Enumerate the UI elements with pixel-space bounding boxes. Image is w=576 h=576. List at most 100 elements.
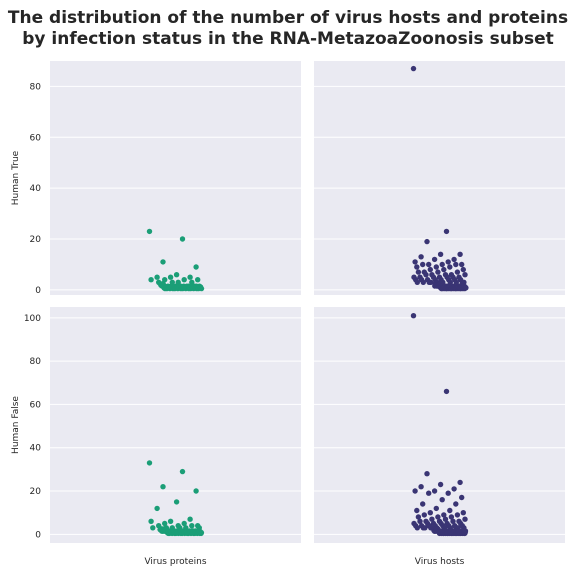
data-point bbox=[462, 272, 468, 278]
data-point bbox=[462, 516, 468, 522]
data-point bbox=[424, 238, 430, 245]
y-tick-label: 0 bbox=[35, 530, 41, 540]
row-axis-label: Human True bbox=[11, 150, 21, 205]
data-point bbox=[179, 236, 186, 242]
data-point bbox=[439, 497, 445, 503]
data-point bbox=[189, 279, 195, 285]
panel-background bbox=[314, 61, 565, 295]
data-point bbox=[460, 266, 466, 273]
data-point bbox=[167, 274, 174, 280]
data-point bbox=[443, 228, 450, 235]
data-point bbox=[415, 514, 422, 520]
data-point bbox=[451, 486, 457, 492]
data-point bbox=[146, 228, 153, 235]
x-category-label: Virus proteins bbox=[144, 557, 206, 567]
facet-panel-3: 0 20 40 60 80 100 Human False Virus proteins bbox=[11, 307, 301, 567]
facet-panel-1: 0 20 40 60 80 Human True bbox=[11, 61, 301, 296]
chart-title: The distribution of the number of virus … bbox=[0, 8, 576, 50]
data-point bbox=[162, 520, 168, 527]
data-point bbox=[459, 494, 465, 501]
data-point bbox=[435, 269, 441, 275]
y-tick-label: 20 bbox=[30, 235, 42, 245]
data-point bbox=[445, 490, 451, 496]
data-point bbox=[454, 269, 461, 275]
data-point bbox=[437, 481, 444, 488]
panel-background bbox=[50, 61, 301, 295]
data-point bbox=[195, 277, 201, 283]
y-tick-label: 60 bbox=[30, 400, 42, 410]
data-point bbox=[453, 501, 459, 507]
data-point bbox=[412, 488, 418, 494]
chart-title-line-1: The distribution of the number of virus … bbox=[7, 8, 569, 28]
data-point bbox=[441, 266, 447, 273]
data-point bbox=[420, 261, 426, 268]
data-point bbox=[198, 530, 204, 537]
data-point bbox=[442, 516, 449, 522]
data-point bbox=[441, 512, 447, 518]
row-axis-label: Human False bbox=[11, 396, 21, 454]
data-point bbox=[420, 501, 426, 507]
data-point bbox=[439, 261, 445, 268]
data-point bbox=[433, 264, 439, 270]
data-point bbox=[410, 65, 417, 72]
data-point bbox=[173, 499, 180, 505]
data-point bbox=[187, 516, 193, 522]
data-point bbox=[457, 251, 463, 257]
y-tick-label: 80 bbox=[30, 82, 42, 92]
data-point bbox=[154, 274, 160, 280]
data-point bbox=[193, 264, 199, 270]
data-point bbox=[457, 479, 463, 486]
data-point bbox=[448, 514, 455, 520]
y-tick-label: 40 bbox=[30, 184, 42, 194]
data-point bbox=[421, 512, 427, 518]
data-point bbox=[426, 490, 432, 496]
data-point bbox=[189, 523, 195, 529]
data-point bbox=[167, 518, 174, 524]
data-point bbox=[198, 285, 205, 292]
data-point bbox=[424, 471, 430, 477]
data-point bbox=[462, 528, 469, 534]
data-point bbox=[445, 259, 451, 265]
facet-panel-4: Virus hosts bbox=[314, 307, 565, 567]
data-point bbox=[160, 259, 166, 265]
data-point bbox=[154, 505, 160, 512]
data-point bbox=[447, 507, 453, 514]
data-point bbox=[418, 254, 424, 260]
chart-title-line-2: by infection status in the RNA-MetazoaZo… bbox=[22, 29, 554, 49]
data-point bbox=[179, 468, 186, 475]
data-point bbox=[454, 512, 461, 518]
data-point bbox=[414, 264, 420, 270]
data-point bbox=[150, 525, 156, 531]
data-point bbox=[463, 285, 469, 291]
data-point bbox=[427, 266, 433, 273]
data-point bbox=[160, 484, 166, 490]
data-point bbox=[451, 256, 457, 263]
data-point bbox=[447, 264, 453, 270]
data-point bbox=[418, 484, 424, 490]
data-point bbox=[173, 272, 180, 278]
data-point bbox=[429, 516, 435, 522]
data-point bbox=[437, 251, 444, 257]
y-tick-label: 60 bbox=[30, 133, 42, 143]
data-point bbox=[193, 488, 199, 494]
data-point bbox=[433, 505, 439, 512]
panel-background bbox=[314, 307, 565, 543]
x-category-label: Virus hosts bbox=[415, 557, 465, 567]
data-point bbox=[427, 510, 433, 516]
data-point bbox=[423, 272, 429, 278]
data-point bbox=[187, 274, 193, 280]
data-point bbox=[414, 507, 420, 514]
data-point bbox=[181, 520, 187, 527]
data-point bbox=[431, 256, 438, 263]
data-point bbox=[422, 525, 428, 531]
y-tick-label: 100 bbox=[24, 314, 41, 324]
data-point bbox=[435, 514, 441, 520]
data-point bbox=[443, 388, 450, 395]
data-point bbox=[181, 277, 187, 283]
data-point bbox=[146, 460, 153, 466]
data-point bbox=[415, 269, 422, 275]
y-tick-label: 0 bbox=[35, 286, 41, 296]
data-point bbox=[453, 261, 459, 268]
data-point bbox=[426, 261, 432, 268]
